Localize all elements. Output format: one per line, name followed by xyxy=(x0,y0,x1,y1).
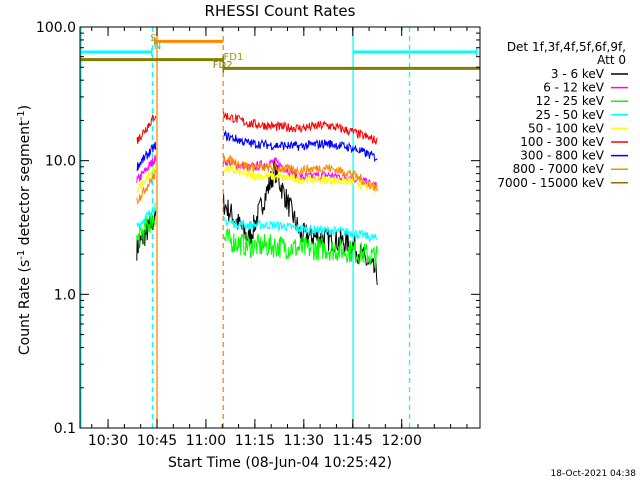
legend-label-3: 25 - 50 keV xyxy=(536,108,605,122)
series-line-1-segment-0 xyxy=(136,154,157,183)
x-tick-label: 11:30 xyxy=(284,433,324,449)
legend-label-2: 12 - 25 keV xyxy=(536,94,605,108)
y-tick-label: 0.1 xyxy=(54,421,76,437)
x-tick-label: 11:45 xyxy=(333,433,373,449)
y-axis-label: Count Rate (s-1 detector segment-1) xyxy=(16,105,33,355)
series-line-6-segment-0 xyxy=(136,141,157,172)
legend-label-1: 6 - 12 keV xyxy=(543,81,605,95)
legend-label-5: 100 - 300 keV xyxy=(520,135,604,149)
x-axis-label: Start Time (08-Jun-04 10:25:42) xyxy=(168,455,392,471)
y-tick-label: 1.0 xyxy=(54,287,76,303)
series-line-6-segment-1 xyxy=(223,129,378,163)
x-tick-label: 11:00 xyxy=(186,433,226,449)
x-tick-label: 12:00 xyxy=(382,433,422,449)
legend-label-0: 3 - 6 keV xyxy=(551,67,605,81)
x-tick-label: 10:30 xyxy=(88,433,128,449)
series-line-3-segment-1 xyxy=(223,216,378,244)
y-tick-label: 10.0 xyxy=(45,154,76,170)
series-line-7-segment-1 xyxy=(223,154,378,191)
series-line-7-segment-0 xyxy=(136,169,156,205)
y-tick-label: 100.0 xyxy=(36,20,76,36)
series-line-3-segment-0 xyxy=(136,202,156,229)
series-line-5-segment-1 xyxy=(223,111,378,145)
series-line-4-segment-0 xyxy=(136,162,157,194)
chart-title: RHESSI Count Rates xyxy=(205,2,356,20)
plot-frame xyxy=(79,26,481,429)
legend-header-line-2: Att 0 xyxy=(597,53,626,67)
x-tick-label: 10:45 xyxy=(137,433,177,449)
series-line-5-segment-0 xyxy=(136,113,157,145)
legend-label-7: 800 - 7000 keV xyxy=(513,162,605,176)
flag-label-fd2: FD2 xyxy=(213,60,233,71)
legend-label-4: 50 - 100 keV xyxy=(528,121,605,135)
flag-label-s: S xyxy=(150,33,156,44)
series-line-4-segment-1 xyxy=(223,164,378,193)
flag-label-n: N xyxy=(154,41,161,52)
legend-label-8: 7000 - 15000 keV xyxy=(497,176,604,190)
legend: Det 1f,3f,4f,5f,6f,9f, Att 0 3 - 6 keV6 … xyxy=(497,40,628,190)
legend-header-line-1: Det 1f,3f,4f,5f,6f,9f, xyxy=(507,40,626,54)
x-tick-label: 11:15 xyxy=(235,433,275,449)
flag-label-fd1: FD1 xyxy=(224,52,244,63)
legend-label-6: 300 - 800 keV xyxy=(520,149,604,163)
series-line-2-segment-1 xyxy=(223,227,378,269)
footer-timestamp: 18-Oct-2021 04:38 xyxy=(551,469,637,479)
